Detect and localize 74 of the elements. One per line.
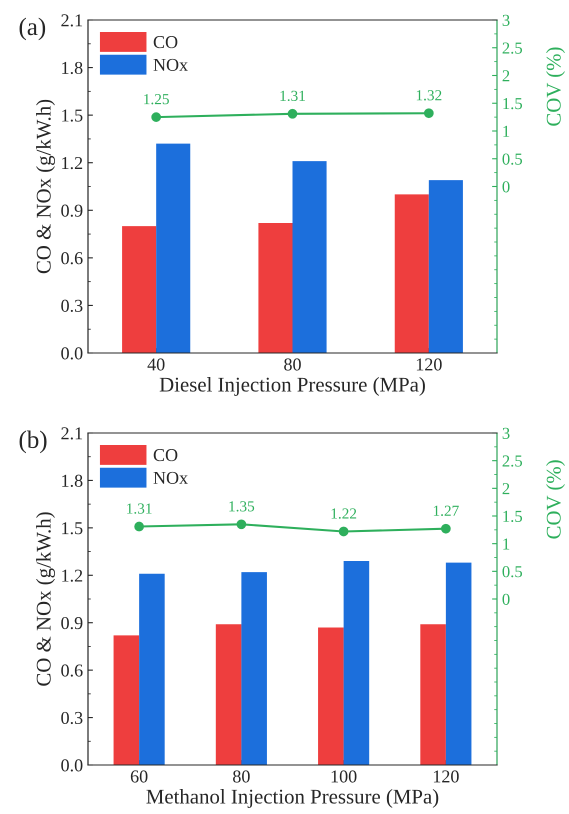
y-tick-label: 0.3 — [61, 712, 82, 724]
y2-tick-label: 1.5 — [503, 510, 522, 522]
y-tick-label: 1.8 — [62, 62, 82, 74]
data-label: 1.22 — [332, 508, 356, 519]
bar — [114, 635, 140, 765]
data-label: 1.31 — [127, 503, 152, 514]
chart-title: (b) — [20, 430, 47, 454]
y2-tick-label: 3 — [502, 428, 510, 439]
y-axis-title: CO & NOx (g/kW.h) — [36, 100, 56, 274]
y2-tick-label: 2.5 — [502, 455, 522, 467]
x-tick-label: 120 — [434, 770, 459, 783]
x-axis-title: Methanol Injection Pressure (MPa) — [146, 789, 438, 808]
y2-tick-label: 2 — [502, 483, 510, 494]
bar — [318, 627, 344, 765]
y2-tick-label: 0.5 — [502, 153, 522, 165]
legend-label: NOx — [154, 58, 188, 71]
y2-axis-title: COV (%) — [546, 47, 565, 126]
point — [441, 524, 451, 534]
y-tick-label: 1.2 — [62, 570, 82, 582]
y2-tick-label: 0 — [502, 181, 510, 192]
data-label: 1.31 — [280, 90, 305, 102]
y-tick-label: 1.5 — [62, 522, 82, 534]
bar — [428, 180, 463, 353]
bar — [258, 222, 292, 353]
legend-label: NOx — [154, 472, 188, 484]
y-tick-label: 0.6 — [61, 252, 83, 264]
x-tick-label: 60 — [130, 770, 148, 783]
y2-tick-label: 2.5 — [502, 42, 522, 54]
data-label: 1.27 — [434, 506, 459, 516]
bar — [292, 161, 327, 353]
y-axis-title: CO & NOx (g/kW.h) — [36, 512, 56, 686]
bar — [156, 144, 190, 353]
bar — [139, 574, 165, 765]
y2-tick-label: 2 — [502, 70, 510, 82]
y2-axis-title: COV (%) — [546, 460, 565, 539]
y-tick-label: 0.9 — [61, 616, 82, 630]
y-tick-label: 1.5 — [62, 109, 82, 122]
x-tick-label: 40 — [147, 358, 165, 371]
bar — [394, 194, 429, 353]
chart-title: (a) — [20, 18, 46, 40]
bar — [344, 561, 370, 765]
y-tick-label: 2.1 — [61, 427, 82, 440]
y2-tick-label: 3 — [502, 14, 510, 26]
y-tick-label: 1.2 — [62, 157, 82, 170]
bar — [216, 624, 242, 765]
bar — [446, 562, 472, 765]
y-tick-label: 0.3 — [61, 300, 82, 312]
y2-tick-label: 1 — [503, 538, 510, 550]
data-label: 1.35 — [229, 501, 254, 512]
y2-tick-label: 1 — [503, 126, 510, 137]
legend-label: CO — [154, 36, 178, 48]
bar — [241, 572, 267, 765]
y-tick-label: 0.9 — [61, 204, 82, 217]
y2-tick-label: 0 — [502, 594, 510, 605]
y2-tick-label: 1.5 — [503, 98, 522, 110]
y-tick-label: 0.6 — [61, 664, 83, 677]
data-label: 1.32 — [416, 90, 442, 100]
x-tick-label: 80 — [233, 770, 250, 783]
y-tick-label: 0.0 — [61, 759, 82, 772]
x-tick-label: 120 — [416, 358, 442, 371]
bar — [420, 624, 446, 765]
point — [338, 526, 348, 536]
y2-tick-label: 0.5 — [502, 566, 522, 578]
x-axis-title: Diesel Injection Pressure (MPa) — [160, 377, 425, 396]
x-tick-label: 80 — [284, 358, 301, 371]
y-tick-label: 1.8 — [62, 474, 82, 487]
data-label: 1.25 — [144, 94, 169, 104]
y-tick-label: 2.1 — [61, 14, 82, 27]
point — [134, 522, 144, 532]
y-tick-label: 0.0 — [61, 347, 82, 360]
point — [236, 519, 246, 530]
legend-label: CO — [154, 449, 178, 462]
x-tick-label: 100 — [332, 770, 356, 783]
bar — [122, 226, 156, 353]
